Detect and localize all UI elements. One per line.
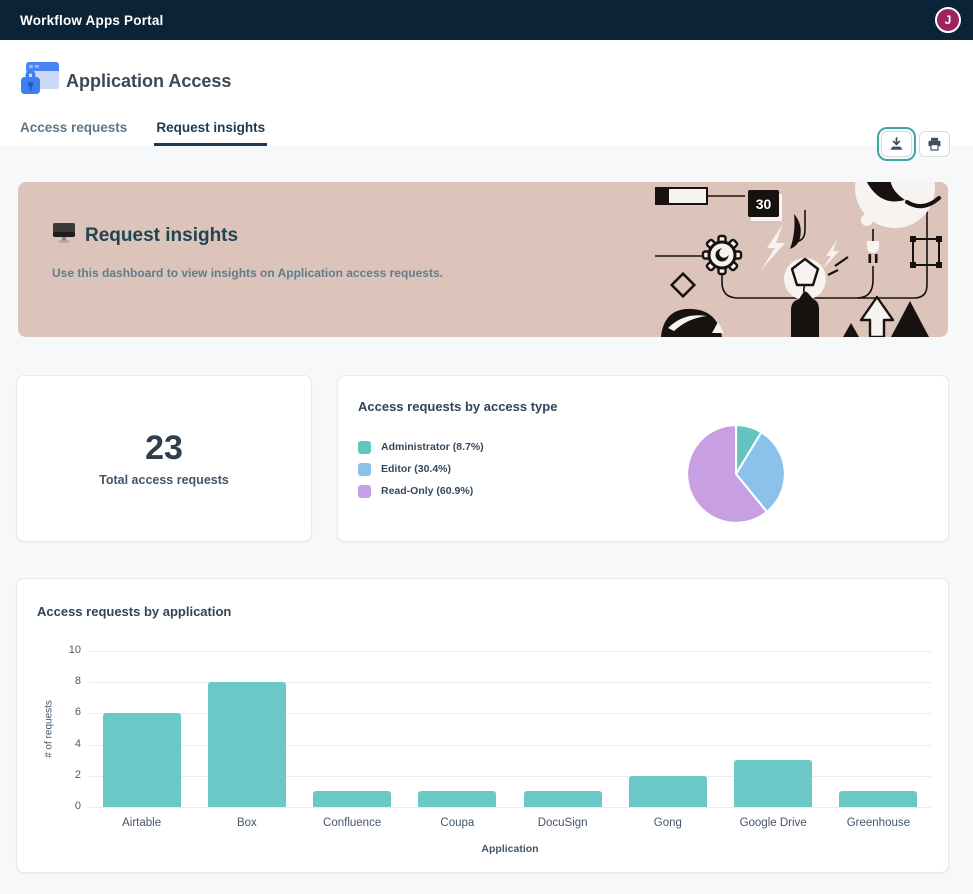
gridline [89, 682, 931, 684]
y-axis-tick: 8 [74, 675, 81, 688]
avatar-initial: J [944, 13, 952, 27]
total-requests-label: Total access requests [99, 473, 229, 488]
y-axis-tick: 6 [74, 706, 81, 719]
y-axis-tick: 0 [74, 800, 81, 812]
download-button[interactable] [877, 127, 916, 161]
pie-legend: Administrator (8.7%) Editor (30.4%) Read-O… [358, 440, 484, 506]
x-axis-tick: Gong [653, 817, 682, 829]
bar-chart-y-axis-label: # of requests [43, 700, 55, 758]
gridline [89, 744, 931, 746]
access-type-card: Access requests by access type Administr… [337, 375, 949, 542]
gridline [89, 651, 931, 652]
top-navigation-bar: Workflow Apps Portal J [0, 0, 973, 40]
print-button[interactable] [919, 131, 950, 157]
bar-gong [628, 775, 707, 807]
tab-access-requests[interactable]: Access requests [20, 120, 128, 135]
legend-swatch [358, 484, 371, 498]
x-axis-tick: Box [236, 817, 257, 829]
legend-swatch [358, 462, 371, 476]
download-icon [889, 137, 904, 151]
y-axis-tick: 10 [68, 644, 81, 656]
bar-coupa [418, 791, 497, 807]
insights-banner: Request insights Use this dashboard to v… [18, 182, 948, 337]
legend-item: Administrator (8.7%) [358, 440, 484, 454]
legend-item: Read-Only (60.9%) [358, 484, 484, 498]
page-title: Application Access [66, 71, 232, 91]
bar-chart-title: Access requests by application [37, 604, 232, 619]
y-axis-tick: 4 [74, 737, 81, 750]
user-avatar[interactable]: J [935, 7, 961, 33]
pie-slice-read-only [686, 424, 768, 524]
x-axis-tick: Airtable [122, 817, 162, 829]
gridline [89, 775, 931, 777]
printer-icon [927, 137, 942, 151]
gridline [89, 713, 931, 715]
portal-title: Workflow Apps Portal [20, 12, 164, 28]
bar-docusign [523, 791, 602, 807]
bar-chart-x-axis-label: Application [481, 843, 539, 855]
legend-label: Administrator (8.7%) [381, 441, 484, 453]
header-actions [877, 127, 950, 161]
gridline [89, 807, 931, 808]
bar-google-drive [734, 760, 813, 807]
banner-illustration: 30 [645, 182, 948, 337]
banner-text: Request insights Use this dashboard to v… [52, 222, 443, 280]
tab-request-insights[interactable]: Request insights [154, 120, 268, 146]
y-axis-tick: 2 [74, 768, 81, 781]
total-requests-card: 23 Total access requests [16, 375, 312, 542]
x-axis-tick: Google Drive [739, 817, 807, 829]
bar-confluence [313, 791, 392, 807]
legend-item: Editor (30.4%) [358, 462, 484, 476]
bar-airtable [102, 713, 181, 807]
banner-subtitle: Use this dashboard to view insights on A… [52, 266, 443, 280]
svg-text:30: 30 [756, 196, 772, 212]
bar-chart-plot: 0 2 4 6 8 10 Airtable Box Confluence Coupa DocuSig… [69, 644, 931, 829]
legend-swatch [358, 440, 371, 454]
x-axis-tick: DocuSign [537, 817, 588, 829]
by-application-card: Access requests by application # of requ… [16, 578, 949, 873]
legend-label: Read-Only (60.9%) [381, 485, 474, 497]
x-axis-tick: Confluence [323, 817, 382, 829]
page-header: Application Access Access requests Reque… [0, 40, 973, 161]
tab-bar: Access requests Request insights [18, 120, 268, 146]
pie-slice-editor [734, 431, 786, 513]
bar-greenhouse [839, 791, 918, 807]
legend-label: Editor (30.4%) [381, 463, 452, 475]
banner-title: Request insights [85, 225, 239, 246]
x-axis-tick: Coupa [440, 817, 475, 829]
total-requests-value: 23 [145, 428, 183, 467]
x-axis-tick: Greenhouse [846, 817, 911, 829]
app-window-lock-icon [18, 60, 60, 100]
monitor-icon [52, 222, 76, 250]
pie-chart-title: Access requests by access type [358, 399, 558, 414]
bar-box [207, 682, 286, 807]
pie-chart [686, 424, 786, 524]
